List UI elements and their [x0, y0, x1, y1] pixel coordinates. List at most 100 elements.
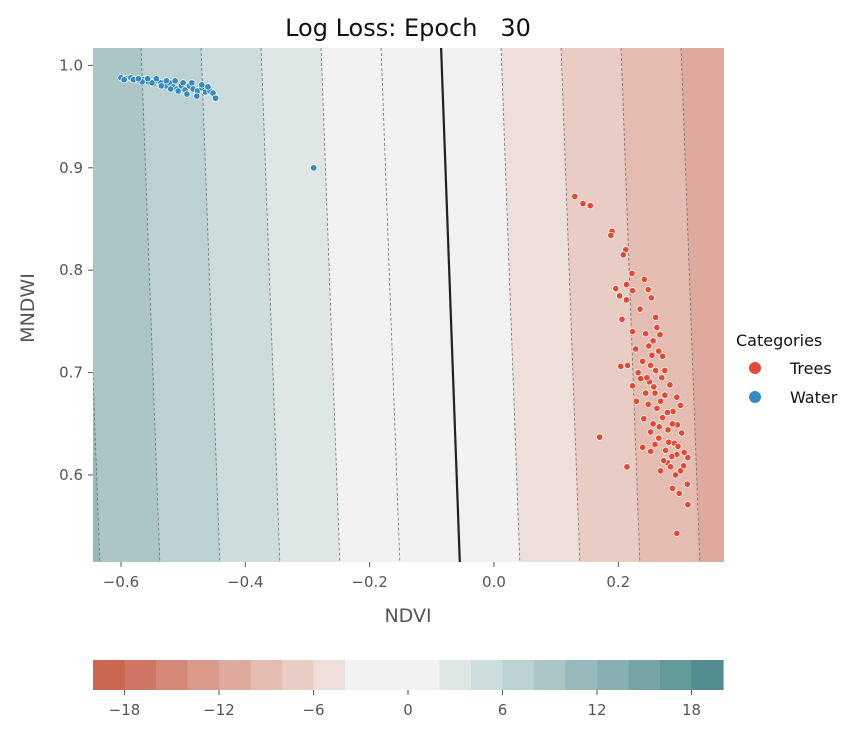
point-trees — [642, 330, 650, 338]
point-trees — [657, 397, 665, 405]
colorbar-tick-label: −6 — [302, 701, 324, 719]
point-trees — [642, 389, 650, 397]
contour-band — [561, 48, 640, 562]
contour-band — [860, 18, 868, 592]
point-trees — [650, 383, 658, 391]
y-axis-ticks: 0.6 0.7 0.8 0.9 1.0 — [59, 56, 93, 484]
colorbar-bin — [156, 660, 189, 690]
colorbar-bin — [124, 660, 157, 690]
point-trees — [655, 423, 663, 431]
point-trees — [622, 296, 630, 304]
colorbar-bin — [660, 660, 693, 690]
point-trees — [652, 366, 660, 375]
point-water — [204, 83, 212, 91]
contour-line — [560, 48, 581, 562]
point-trees — [618, 315, 626, 323]
contour-background — [93, 18, 868, 592]
point-trees — [634, 369, 642, 377]
contour-line — [260, 48, 281, 562]
colorbar-tick-label: 18 — [682, 701, 701, 719]
point-trees — [651, 389, 659, 397]
legend-label-trees: Trees — [789, 359, 832, 378]
legend-label-water: Water — [790, 388, 838, 407]
point-trees — [617, 362, 625, 370]
point-water — [188, 79, 196, 87]
point-trees — [632, 397, 640, 405]
x-tick-label: −0.6 — [103, 573, 139, 591]
point-water — [211, 94, 220, 102]
colorbar-bin — [628, 660, 661, 690]
point-trees — [668, 420, 676, 428]
point-water — [144, 75, 152, 83]
point-trees — [665, 438, 673, 446]
contour-line — [500, 48, 521, 562]
point-trees — [653, 404, 661, 412]
point-trees — [668, 484, 676, 492]
contour-band — [141, 48, 220, 562]
contour-band — [93, 48, 160, 562]
point-trees — [676, 467, 685, 475]
point-trees — [622, 280, 630, 289]
colorbar-tick-label: 0 — [403, 701, 413, 719]
y-tick-label: 1.0 — [59, 56, 83, 74]
colorbar-bin — [219, 660, 252, 690]
contour-line — [140, 48, 161, 562]
point-trees — [645, 342, 653, 350]
contour-line — [620, 48, 641, 562]
point-water — [134, 75, 142, 83]
point-trees — [666, 381, 674, 389]
point-trees — [657, 467, 665, 475]
point-trees — [658, 414, 667, 422]
colorbar-bin — [250, 660, 283, 690]
colorbar-tick-label: −18 — [109, 701, 141, 719]
x-tick-label: −0.2 — [351, 573, 387, 591]
point-trees — [666, 463, 675, 471]
point-trees — [612, 285, 620, 293]
point-water — [179, 79, 187, 87]
colorbar-tick-label: 6 — [498, 701, 508, 719]
point-water — [152, 75, 160, 83]
point-trees — [673, 529, 681, 537]
contour-band — [681, 48, 724, 562]
point-water — [171, 77, 179, 85]
point-trees — [579, 200, 587, 208]
colorbar-bin — [187, 660, 220, 690]
point-water — [198, 81, 206, 89]
contour-lines — [93, 18, 761, 592]
point-water — [193, 92, 201, 100]
point-trees — [684, 501, 692, 509]
point-trees — [656, 331, 664, 339]
colorbar-bin — [408, 660, 441, 690]
point-water — [162, 77, 170, 85]
legend: Categories Trees Water — [736, 331, 838, 407]
point-trees — [649, 420, 657, 428]
point-trees — [647, 361, 655, 369]
point-water — [183, 90, 191, 98]
point-trees — [664, 426, 672, 434]
point-trees — [629, 287, 637, 295]
contour-line — [680, 48, 701, 562]
x-axis-ticks: −0.6 −0.4 −0.2 0.0 0.2 — [103, 562, 630, 591]
point-trees — [673, 393, 681, 401]
colorbar-tick-label: −12 — [203, 701, 235, 719]
point-trees — [607, 231, 615, 239]
point-trees — [639, 357, 647, 365]
contour-band — [740, 18, 821, 592]
colorbar-bin — [471, 660, 504, 690]
point-trees — [647, 294, 655, 302]
contour-line — [740, 18, 761, 592]
point-trees — [658, 352, 667, 360]
colorbar-bin — [502, 660, 535, 690]
x-axis-label: NDVI — [384, 605, 431, 627]
contour-band — [261, 48, 340, 562]
point-trees — [644, 286, 652, 294]
point-trees — [678, 429, 686, 437]
point-trees — [662, 446, 670, 454]
point-trees — [628, 269, 636, 277]
contour-band — [321, 48, 400, 562]
y-tick-label: 0.8 — [59, 261, 83, 279]
point-trees — [653, 323, 661, 332]
point-trees — [623, 463, 631, 471]
point-water — [174, 87, 182, 95]
